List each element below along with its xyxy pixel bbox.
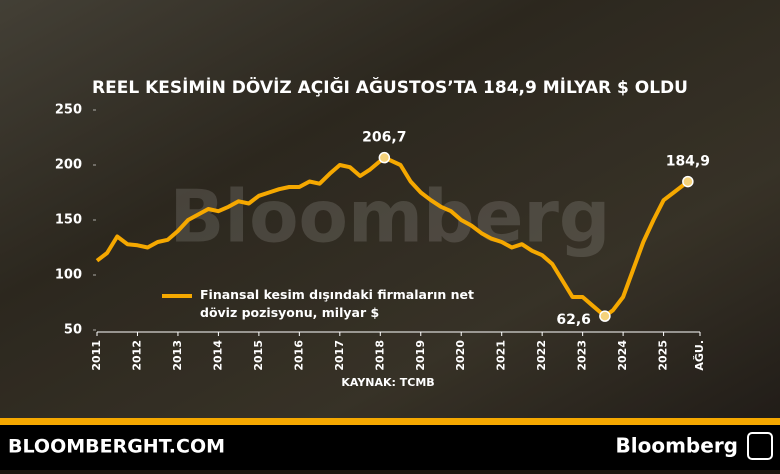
- x-tick-label: 2016: [292, 340, 305, 371]
- x-tick-label: 2011: [90, 340, 103, 371]
- x-tick-label: 2021: [495, 340, 508, 371]
- background-shade: [0, 0, 780, 425]
- x-tick-label: 2022: [535, 340, 548, 371]
- footer-logo: [747, 432, 773, 460]
- series-line: [95, 155, 690, 319]
- y-tick-label: 250: [55, 103, 82, 118]
- x-tick-label: 2013: [171, 340, 184, 371]
- x-tick-label: 2012: [130, 340, 143, 371]
- legend: Finansal kesim dışındaki firmaların net …: [200, 287, 474, 320]
- data-label: 62,6: [556, 312, 591, 328]
- source: KAYNAK: TCMB: [341, 376, 434, 389]
- footer-strip: [0, 418, 780, 425]
- legend-label: Finansal kesim dışındaki firmaların net …: [200, 287, 474, 320]
- footer-bar: [0, 425, 780, 470]
- footer-brand: Bloomberg: [616, 434, 738, 458]
- data-label: 206,7: [362, 130, 406, 146]
- x-tick-label: 2020: [454, 340, 467, 371]
- x-tick-label: AĞU.: [693, 340, 706, 371]
- data-label: 184,9: [666, 154, 710, 170]
- footer-site: BLOOMBERGHT.COM: [8, 436, 225, 458]
- x-tick-label: 2018: [373, 340, 386, 371]
- x-tick-label: 2024: [616, 340, 629, 371]
- y-tick-label: 150: [55, 213, 82, 228]
- y-tick-label: 100: [55, 268, 82, 283]
- watermark: Bloomberg: [170, 175, 611, 259]
- highlight-point: [378, 151, 391, 164]
- x-tick-label: 2014: [211, 340, 224, 371]
- y-tick-label: 200: [55, 158, 82, 173]
- x-tick-label: 2017: [333, 340, 346, 371]
- x-tick-label: 2015: [252, 340, 265, 371]
- chart-title: REEL KESİMİN DÖVİZ AÇIĞI AĞUSTOS’TA 184,…: [92, 76, 688, 98]
- highlight-point: [599, 310, 611, 322]
- background: [0, 0, 780, 425]
- x-tick-label: 2025: [657, 340, 670, 371]
- y-tick-label: 50: [64, 323, 82, 338]
- x-tick-label: 2019: [414, 340, 427, 371]
- highlight-point: [682, 175, 694, 188]
- x-tick-label: 2023: [576, 340, 589, 371]
